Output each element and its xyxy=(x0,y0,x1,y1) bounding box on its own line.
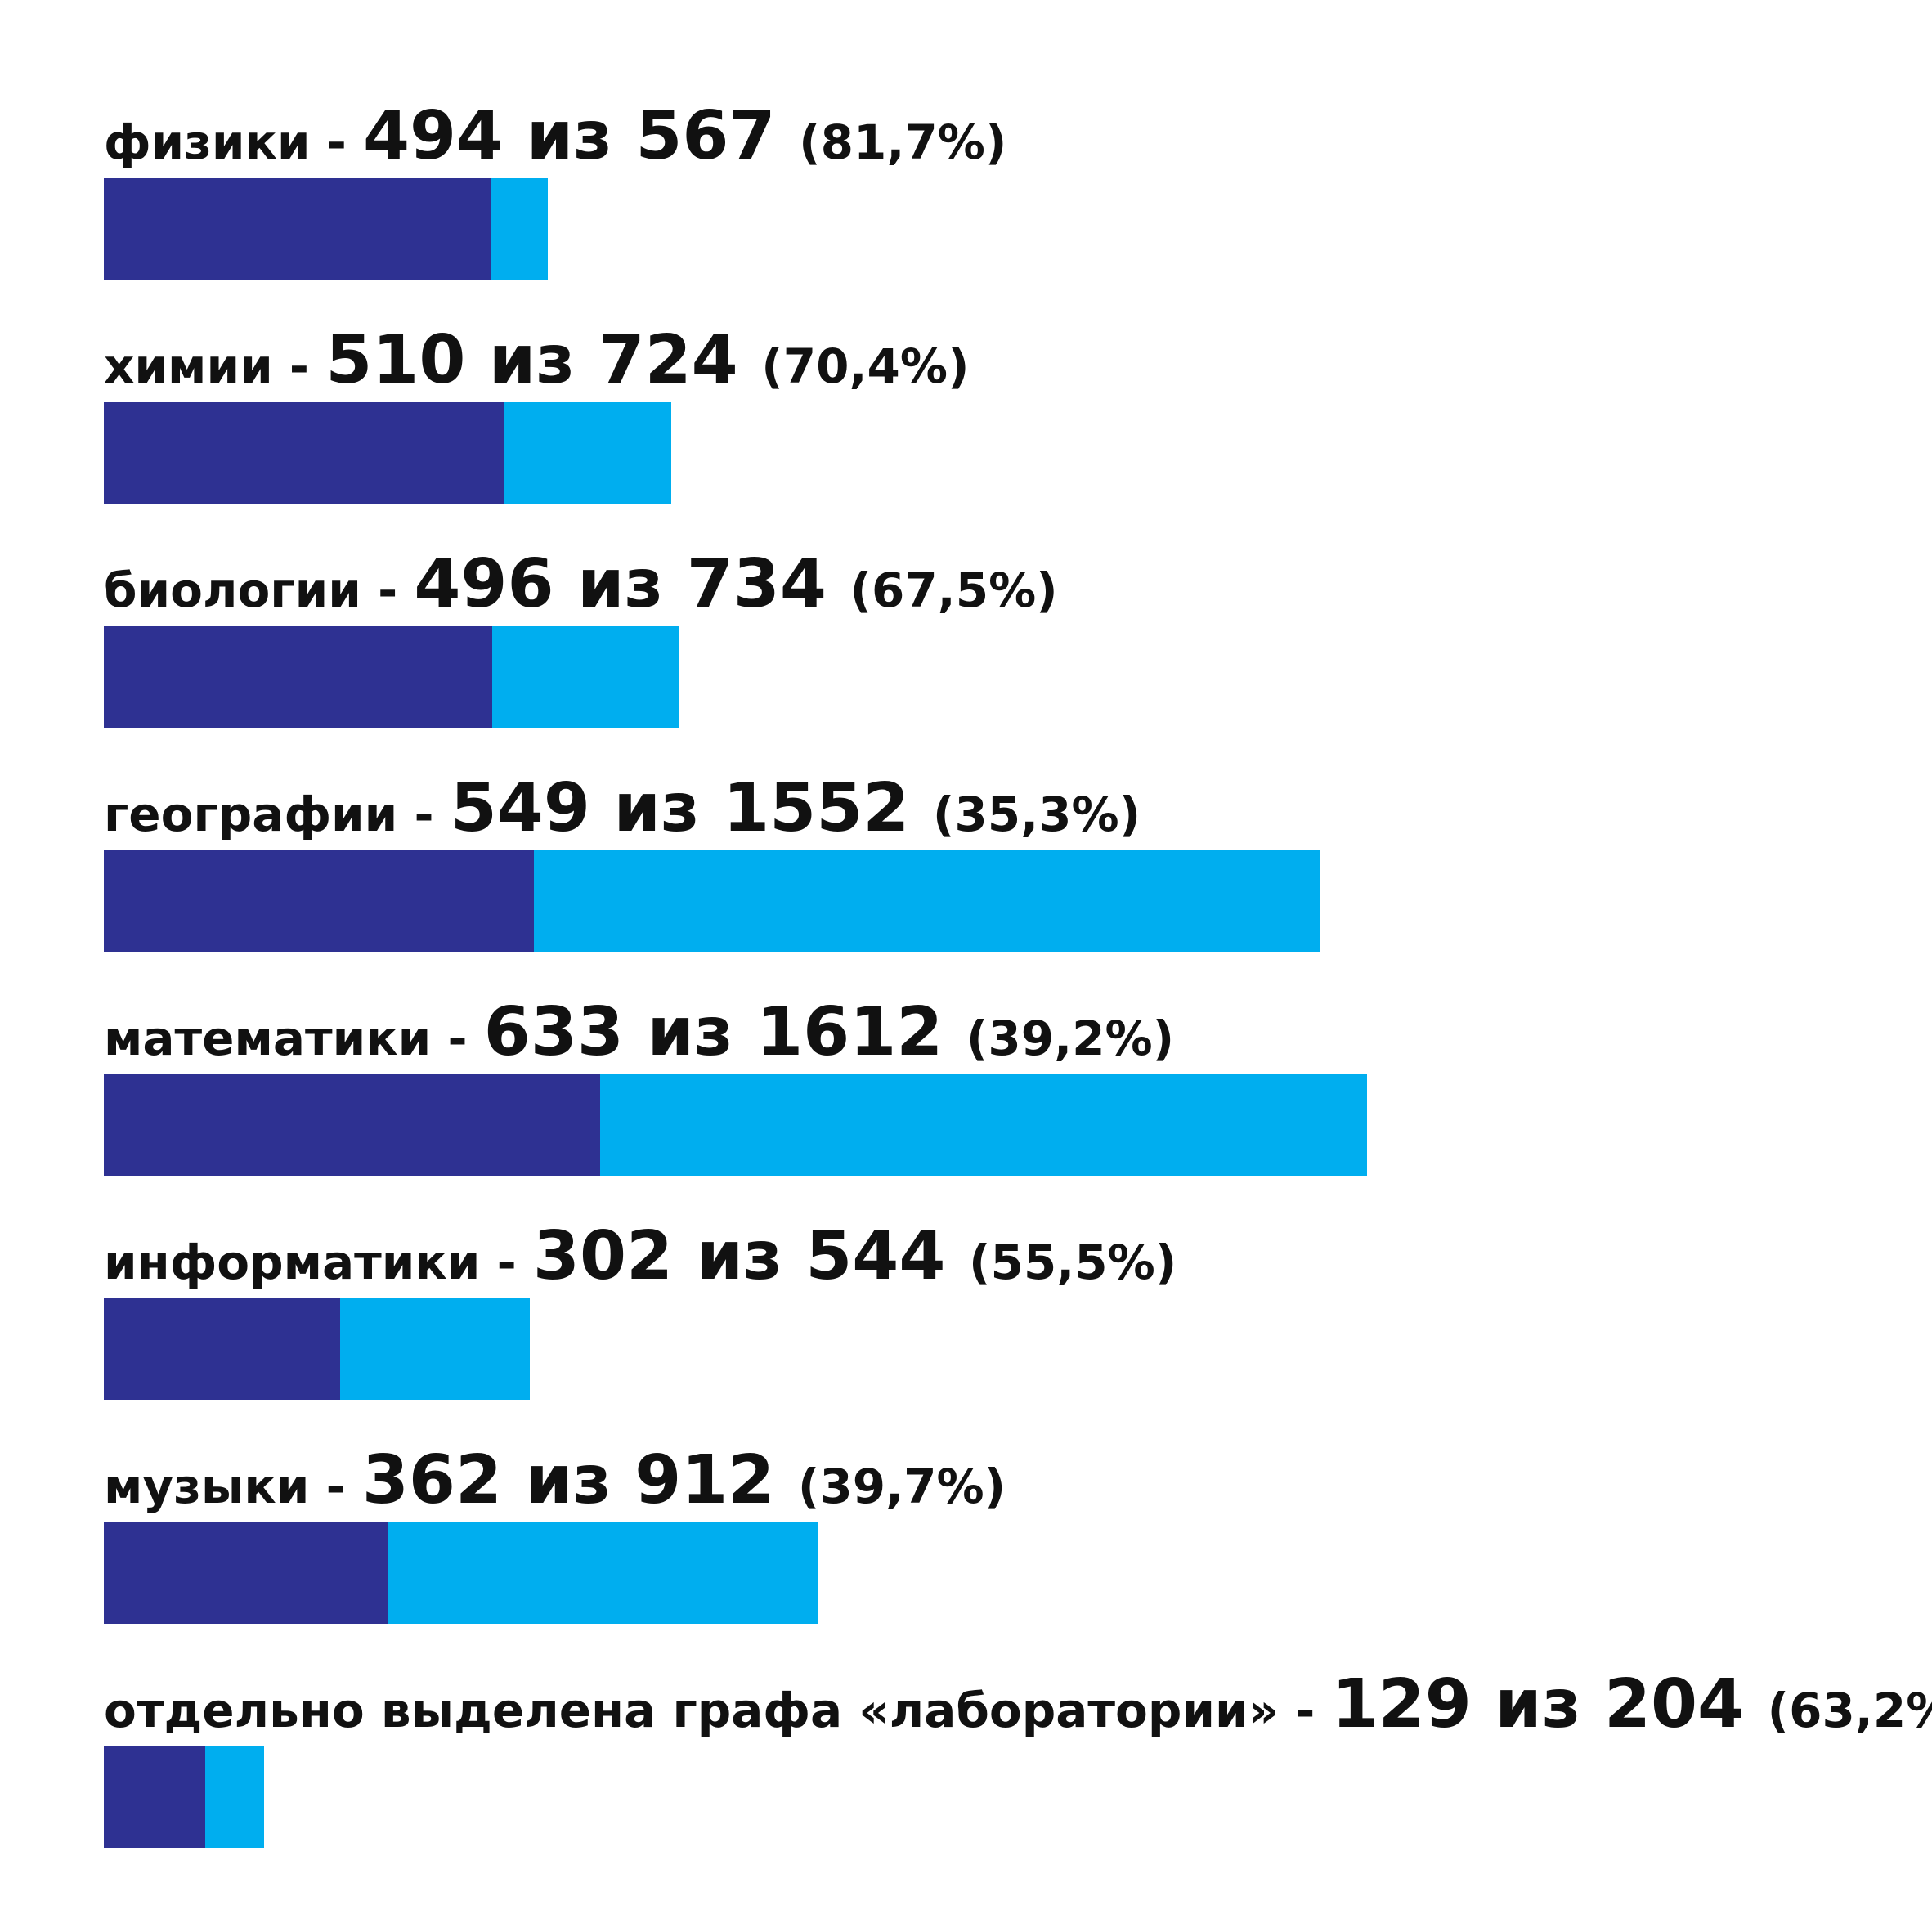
bar-label-count: 494 из 567 xyxy=(363,97,800,175)
bar-label-count: 633 из 1612 xyxy=(483,993,966,1071)
bar-label-subject: химии - xyxy=(104,338,326,394)
bar-part xyxy=(104,1746,205,1848)
bar-part xyxy=(104,1074,600,1176)
bar-part xyxy=(104,402,504,504)
bar-label: отдельно выделена графа «лаборатории» - … xyxy=(104,1671,1932,1738)
bar-label-subject: математики - xyxy=(104,1011,484,1066)
bar-label-percent: (39,2%) xyxy=(966,1011,1175,1066)
bar-part xyxy=(104,1522,388,1624)
bar-label: химии - 510 из 724 (70,4%) xyxy=(104,327,970,394)
bar-label-subject: информатики - xyxy=(104,1235,533,1290)
bar-label: географии - 549 из 1552 (35,3%) xyxy=(104,775,1141,842)
bar-label: информатики - 302 из 544 (55,5%) xyxy=(104,1223,1177,1290)
bar-label-percent: (67,5%) xyxy=(849,563,1058,618)
bar-label-percent: (81,7%) xyxy=(799,114,1007,170)
bar-label-percent: (63,2%) xyxy=(1767,1683,1932,1738)
bar-label-subject: музыки - xyxy=(104,1459,362,1514)
bar-part xyxy=(104,178,491,280)
bar-label-count: 129 из 204 xyxy=(1331,1665,1768,1743)
bar-label-count: 496 из 734 xyxy=(414,545,850,623)
bar-label: физики - 494 из 567 (81,7%) xyxy=(104,103,1006,170)
bar-part xyxy=(104,626,492,728)
bar-label-subject: отдельно выделена графа «лаборатории» - xyxy=(104,1683,1332,1738)
bar-label-count: 510 из 724 xyxy=(325,321,762,399)
bar-label: музыки - 362 из 912 (39,7%) xyxy=(104,1447,1006,1514)
bar-label-count: 302 из 544 xyxy=(532,1217,969,1295)
bar-label-count: 549 из 1552 xyxy=(450,769,933,847)
bar-label-subject: географии - xyxy=(104,787,451,842)
bar-label: математики - 633 из 1612 (39,2%) xyxy=(104,999,1174,1066)
bar-part xyxy=(104,850,534,952)
bar-label-count: 362 из 912 xyxy=(361,1441,798,1519)
bar-part xyxy=(104,1298,340,1400)
bar-label-percent: (55,5%) xyxy=(968,1235,1177,1290)
bar-label-percent: (35,3%) xyxy=(932,787,1141,842)
bar-label-percent: (70,4%) xyxy=(761,338,970,394)
bar-label: биологии - 496 из 734 (67,5%) xyxy=(104,551,1058,618)
bar-label-subject: биологии - xyxy=(104,563,415,618)
bar-label-percent: (39,7%) xyxy=(797,1459,1006,1514)
bar-label-subject: физики - xyxy=(104,114,363,170)
